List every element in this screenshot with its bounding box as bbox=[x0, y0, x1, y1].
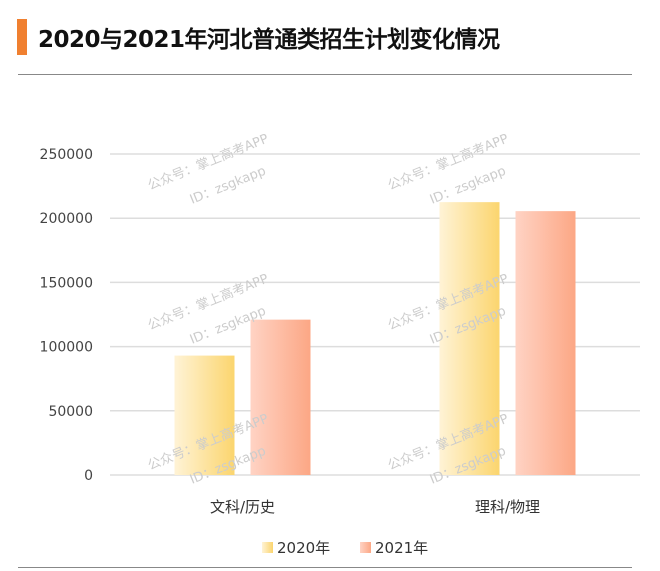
bar-2020 bbox=[439, 202, 500, 475]
bar-2021 bbox=[250, 319, 311, 475]
bar-2021 bbox=[515, 211, 576, 475]
y-tick-label: 50000 bbox=[48, 404, 93, 420]
chart-title: 2020与2021年河北普通类招生计划变化情况 bbox=[38, 27, 500, 53]
watermark-text: 公众号：掌上高考APP bbox=[146, 131, 271, 194]
y-tick-label: 0 bbox=[84, 468, 93, 484]
legend-swatch bbox=[262, 542, 273, 553]
x-category-label: 理科/物理 bbox=[475, 498, 540, 516]
title-accent-bar bbox=[17, 19, 27, 55]
bottom-divider bbox=[18, 567, 632, 568]
legend-label: 2021年 bbox=[375, 539, 428, 557]
bar-2020 bbox=[174, 355, 235, 475]
title-divider bbox=[18, 74, 632, 75]
y-tick-label: 150000 bbox=[40, 275, 93, 291]
legend-swatch bbox=[360, 542, 371, 553]
y-tick-label: 200000 bbox=[40, 211, 93, 227]
y-tick-label: 100000 bbox=[40, 340, 93, 356]
watermark-text: 公众号：掌上高考APP bbox=[386, 131, 511, 194]
x-category-label: 文科/历史 bbox=[210, 498, 275, 516]
legend-label: 2020年 bbox=[277, 539, 330, 557]
y-tick-label: 250000 bbox=[40, 147, 93, 163]
